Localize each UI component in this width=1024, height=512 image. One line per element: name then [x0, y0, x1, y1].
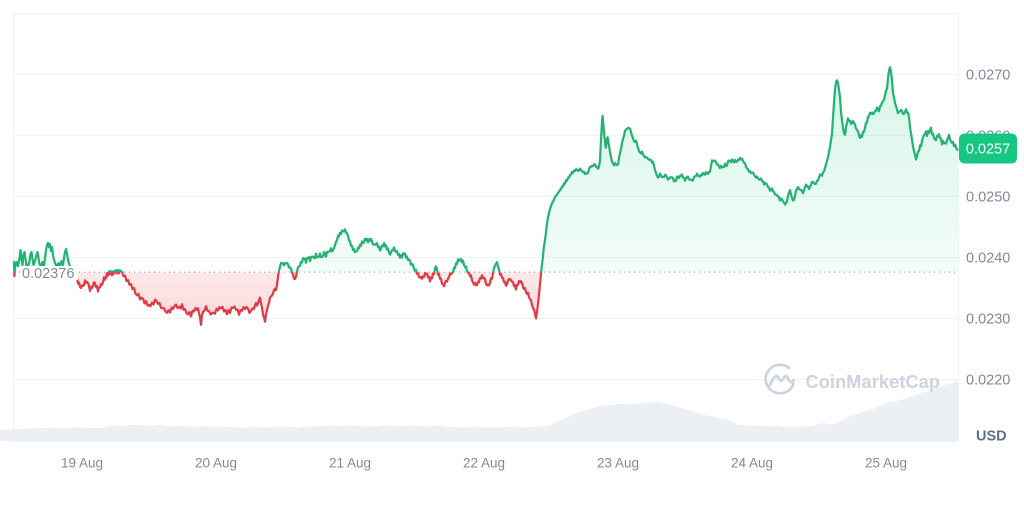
svg-text:24 Aug: 24 Aug: [731, 456, 773, 471]
svg-text:0.0270: 0.0270: [966, 68, 1010, 84]
svg-text:0.0240: 0.0240: [966, 251, 1010, 267]
svg-text:22 Aug: 22 Aug: [463, 456, 505, 471]
svg-text:21 Aug: 21 Aug: [329, 456, 371, 471]
svg-text:23 Aug: 23 Aug: [597, 456, 639, 471]
svg-text:0.0250: 0.0250: [966, 190, 1010, 206]
svg-text:19 Aug: 19 Aug: [61, 456, 103, 471]
svg-text:CoinMarketCap: CoinMarketCap: [806, 372, 941, 392]
svg-text:0.0230: 0.0230: [966, 312, 1010, 328]
svg-text:0.0257: 0.0257: [966, 142, 1010, 158]
svg-text:25 Aug: 25 Aug: [865, 456, 907, 471]
svg-text:20 Aug: 20 Aug: [195, 456, 237, 471]
svg-text:USD: USD: [976, 429, 1007, 445]
svg-text:0.02376: 0.02376: [22, 266, 74, 282]
svg-text:0.0220: 0.0220: [966, 373, 1010, 389]
